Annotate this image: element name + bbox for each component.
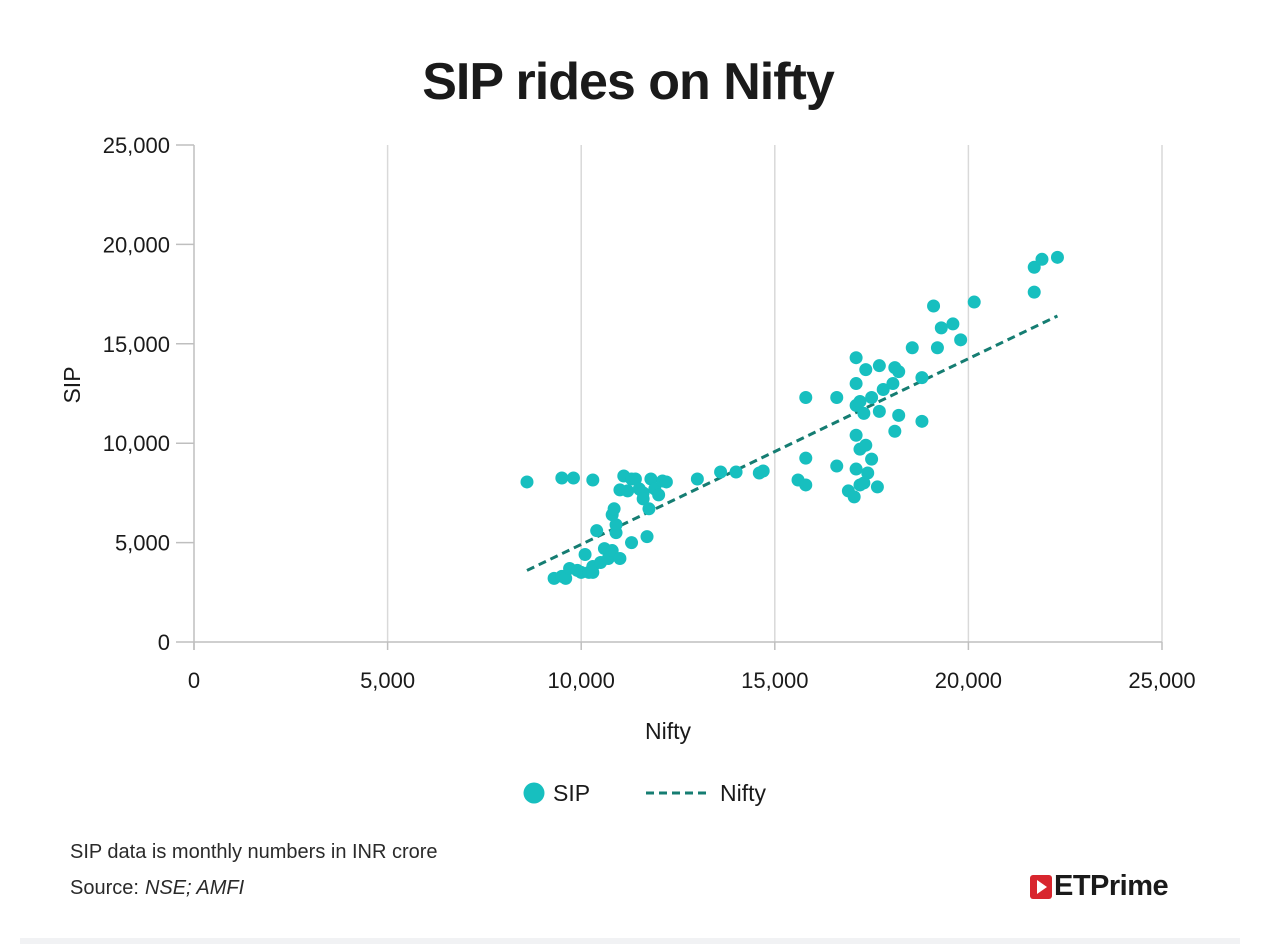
sip-data-point — [876, 383, 890, 397]
sip-data-point — [954, 333, 968, 347]
x-tick-label: 20,000 — [935, 668, 1002, 693]
x-tick-label: 5,000 — [360, 668, 415, 693]
sip-data-point — [799, 390, 813, 404]
sip-data-point — [888, 424, 902, 438]
y-tick-label: 10,000 — [103, 431, 170, 456]
sip-data-point — [859, 363, 873, 377]
axes: 0 5,000 10,000 15,000 20,000 25,000 0 5,000 10,0… — [103, 133, 1196, 693]
y-axis-label: SIP — [59, 366, 85, 403]
sip-data-point — [865, 390, 879, 404]
sip-data-point — [872, 404, 886, 418]
sip-data-point — [609, 518, 623, 532]
sip-data-point — [652, 488, 666, 502]
sip-data-point — [613, 552, 627, 566]
sip-data-point — [946, 317, 960, 331]
sip-data-point — [586, 565, 600, 579]
sip-data-point — [849, 428, 863, 442]
sip-data-point — [865, 452, 879, 466]
sip-data-point — [1035, 252, 1049, 266]
sip-data-point — [1027, 260, 1041, 274]
legend-sip-marker — [523, 782, 545, 804]
sip-data-point — [520, 475, 534, 489]
source-value: NSE; AMFI — [144, 877, 245, 899]
trendline-layer — [526, 314, 1059, 572]
source-label: Source: — [70, 877, 139, 899]
sip-data-point — [861, 466, 875, 480]
sip-data-point — [559, 571, 573, 585]
sip-data-point — [927, 299, 941, 313]
data-points — [520, 250, 1064, 585]
play-icon — [1030, 874, 1052, 899]
footnote-units: SIP data is monthly numbers in INR crore — [70, 841, 438, 863]
sip-data-point — [915, 414, 929, 428]
sip-data-point — [857, 406, 871, 420]
sip-data-point — [892, 408, 906, 422]
sip-data-point — [714, 465, 728, 479]
sip-data-point — [590, 524, 604, 538]
sip-data-point — [853, 394, 867, 408]
x-tick-label: 15,000 — [741, 668, 808, 693]
x-tick-label: 10,000 — [548, 668, 615, 693]
sip-data-point — [642, 502, 656, 516]
y-tick-label: 20,000 — [103, 232, 170, 257]
sip-data-point — [830, 390, 844, 404]
sip-data-point — [644, 472, 658, 486]
sip-data-point — [690, 472, 704, 486]
sip-data-point — [605, 544, 619, 558]
sip-data-point — [1027, 285, 1041, 299]
sip-data-point — [849, 462, 863, 476]
sip-data-point — [857, 476, 871, 490]
sip-data-point — [930, 341, 944, 355]
grid-lines — [386, 145, 1163, 642]
sip-data-point — [659, 475, 673, 489]
sip-data-point — [849, 377, 863, 391]
sip-data-point — [636, 492, 650, 506]
sip-data-point — [799, 451, 813, 465]
sip-data-point — [830, 459, 844, 473]
footer-divider — [20, 938, 1240, 944]
sip-data-point — [621, 484, 635, 498]
brand-name: ETPrime — [1054, 870, 1169, 902]
sip-data-point — [1050, 250, 1064, 264]
footnote-source: Source: NSE; AMFI — [70, 877, 244, 900]
y-tick-label: 0 — [158, 630, 170, 655]
sip-data-point — [628, 472, 642, 486]
sip-data-point — [756, 464, 770, 478]
legend-nifty-label: Nifty — [720, 780, 767, 806]
sip-data-point — [870, 480, 884, 494]
sip-data-point — [859, 438, 873, 452]
etprime-logo: ETPrime — [1030, 870, 1169, 903]
sip-data-point — [849, 351, 863, 365]
legend: SIP Nifty — [523, 780, 767, 806]
sip-data-point — [625, 536, 639, 550]
sip-data-point — [799, 478, 813, 492]
sip-data-point — [578, 548, 592, 562]
sip-data-point — [729, 465, 743, 479]
sip-data-point — [640, 530, 654, 544]
nifty-trendline — [526, 314, 1059, 572]
x-axis-label: Nifty — [645, 718, 692, 744]
sip-data-point — [967, 295, 981, 309]
sip-data-point — [915, 371, 929, 385]
sip-data-point — [892, 365, 906, 379]
sip-data-point — [872, 359, 886, 373]
x-tick-label: 0 — [188, 668, 200, 693]
y-tick-label: 5,000 — [115, 531, 170, 556]
x-tick-label: 25,000 — [1128, 668, 1195, 693]
sip-data-point — [934, 321, 948, 335]
sip-data-point — [607, 502, 621, 516]
sip-data-point — [586, 473, 600, 487]
scatter-chart: 0 5,000 10,000 15,000 20,000 25,000 0 5,000 10,0… — [59, 133, 1196, 806]
sip-data-point — [905, 341, 919, 355]
legend-sip-label: SIP — [553, 780, 590, 806]
sip-data-point — [555, 471, 569, 485]
y-tick-label: 15,000 — [103, 332, 170, 357]
sip-data-point — [847, 490, 861, 504]
y-tick-label: 25,000 — [103, 133, 170, 158]
chart-title: SIP rides on Nifty — [422, 53, 835, 111]
sip-data-point — [886, 377, 900, 391]
sip-data-point — [566, 471, 580, 485]
